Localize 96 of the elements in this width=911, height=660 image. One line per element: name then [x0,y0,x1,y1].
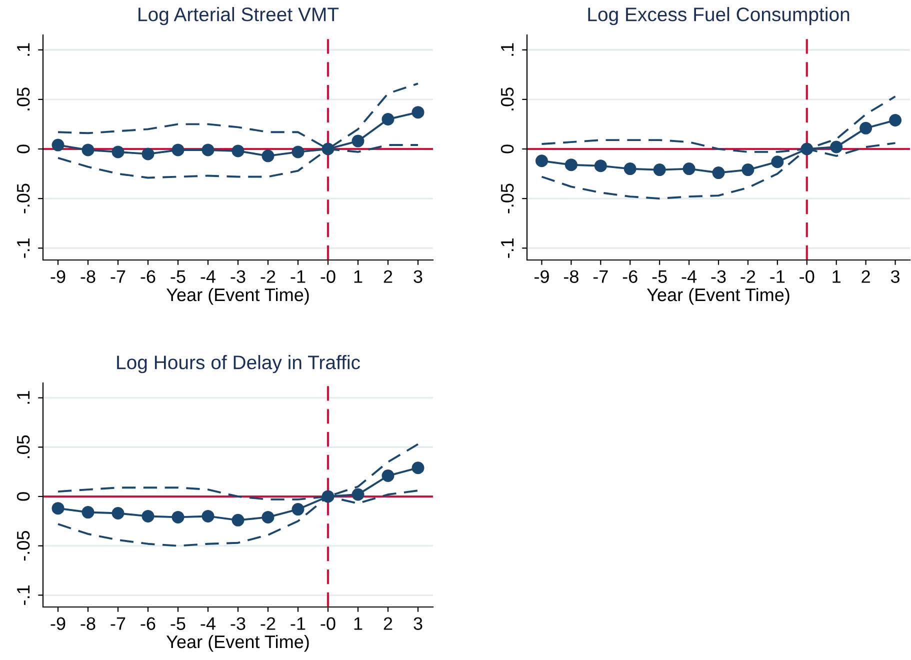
y-tick-label: .05 [500,88,514,110]
point [594,160,607,172]
x-tick-label: -1 [290,617,306,630]
x-axis-title: Year (Event Time) [166,634,309,652]
x-tick-label: 1 [354,270,362,283]
point [292,146,304,158]
point [382,470,394,482]
point [232,144,244,158]
x-tick-label: -6 [622,270,638,283]
x-tick-label: -5 [170,617,186,630]
point [172,144,184,156]
point [771,156,784,168]
y-tick-label: .1 [17,43,30,56]
x-tick-label: -0 [800,270,814,283]
x-tick-label: -5 [652,270,667,283]
y-tick-label: -.1 [501,238,514,258]
x-tick-label: -0 [320,617,336,630]
x-tick-label: -9 [50,270,66,283]
x-tick-label: 3 [890,270,900,283]
x-tick-label: -2 [740,270,756,283]
point [52,502,64,515]
y-tick-label: .05 [16,435,30,458]
chart-title: Log Hours of Delay in Traffic [117,355,360,374]
x-tick-label: -3 [230,270,246,283]
point [382,113,394,126]
x-tick-label: -3 [230,617,246,630]
x-axis-title: Year (Event Time) [646,288,790,305]
y-tick-label: -.1 [17,238,30,258]
x-tick-label: -4 [200,270,216,283]
point [142,510,154,522]
x-tick-label: -7 [593,270,608,283]
point [262,150,274,162]
x-tick-label: -7 [110,270,126,283]
x-tick-label: 3 [414,270,422,283]
x-tick-label: -8 [80,617,96,630]
point [535,154,548,168]
y-tick-label: .1 [17,391,30,404]
chart-title: Log Arterial Street VMT [138,7,339,26]
point [82,144,94,156]
point [682,162,696,176]
chart-title: Log Excess Fuel Consumption [588,7,850,26]
y-tick-label: -.05 [16,531,30,561]
point [860,122,872,134]
x-tick-label: -6 [140,270,156,283]
x-tick-label: -4 [200,617,216,630]
point [412,106,424,119]
x-tick-label: 3 [414,617,422,630]
y-tick-label: 0 [500,144,514,154]
x-tick-label: 2 [862,270,870,283]
point [624,162,636,176]
point [889,114,902,126]
x-tick-label: -7 [110,617,126,630]
point [564,158,578,172]
x-tick-label: -9 [50,617,66,630]
y-tick-label: 0 [16,492,30,501]
point [202,510,214,522]
point [712,166,725,180]
point [142,148,154,160]
x-tick-label: -3 [711,270,726,283]
point [653,164,666,176]
y-tick-label: .1 [501,43,514,56]
point [262,510,274,524]
x-tick-label: -0 [320,270,336,283]
point [292,503,304,516]
x-tick-label: -1 [290,270,306,283]
point [202,144,214,156]
point [742,164,754,176]
point [112,507,124,520]
y-tick-label: .05 [16,88,30,110]
y-tick-label: -.05 [500,184,514,214]
x-tick-label: -6 [140,617,156,630]
point [172,510,184,524]
x-tick-label: -2 [260,270,276,283]
x-axis-title: Year (Event Time) [166,288,309,305]
x-tick-label: -9 [534,270,549,283]
x-tick-label: -5 [170,270,186,283]
x-tick-label: -1 [770,270,785,283]
point [352,134,364,148]
x-tick-label: -8 [80,270,96,283]
x-tick-label: 2 [384,270,392,283]
y-tick-label: -.05 [16,184,30,214]
x-tick-label: 2 [384,617,392,630]
x-tick-label: 1 [832,270,840,283]
point [352,488,364,501]
y-tick-label: -.1 [17,586,30,605]
point [830,140,843,154]
x-tick-label: -8 [564,270,578,283]
point [412,462,424,474]
point [52,138,64,152]
y-tick-label: 0 [16,144,30,154]
point [112,146,124,158]
x-tick-label: -4 [682,270,697,283]
x-tick-label: -2 [260,617,276,630]
x-tick-label: 1 [354,617,362,630]
point [82,506,94,519]
point [232,514,244,526]
